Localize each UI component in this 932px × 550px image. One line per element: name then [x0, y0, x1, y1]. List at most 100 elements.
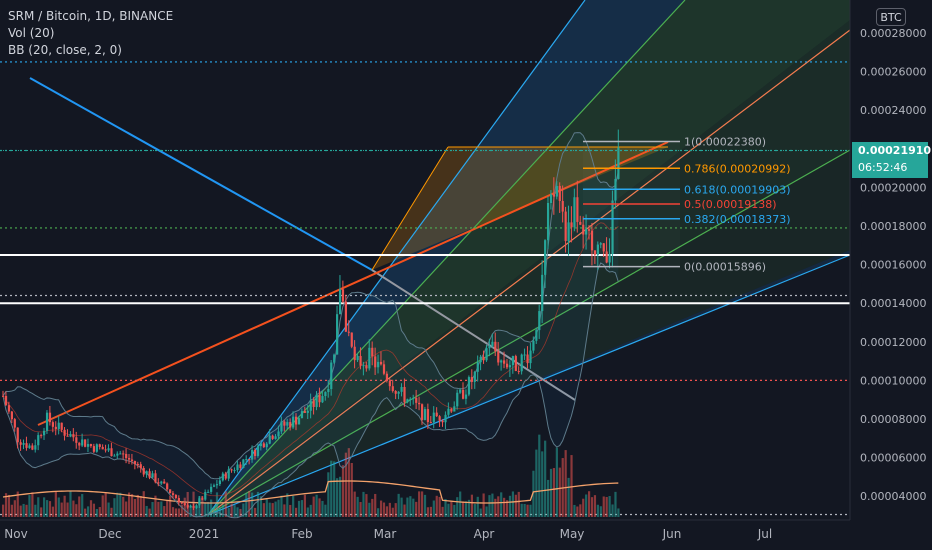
volume-bar [300, 500, 304, 517]
price-tick-label: 0.00010000 [860, 374, 926, 387]
candle-body [336, 314, 339, 355]
volume-bar [464, 501, 468, 517]
volume-bar [133, 499, 137, 517]
volume-bar [13, 500, 16, 517]
volume-bar [297, 500, 301, 517]
candle-body [51, 422, 55, 427]
candle-body [374, 356, 377, 368]
volume-bar [189, 505, 192, 517]
candle-body [186, 505, 189, 508]
candle-body [230, 469, 233, 471]
candle-body [210, 486, 213, 492]
candle-body [582, 224, 585, 235]
volume-bar [180, 504, 183, 517]
price-tick-label: 0.00012000 [860, 336, 926, 349]
candle-body [63, 429, 66, 436]
volume-bar [397, 493, 400, 517]
candle-body [500, 360, 503, 363]
volume-bar [312, 496, 315, 517]
candle-body [7, 405, 11, 412]
candle-body [544, 240, 547, 275]
volume-bar [2, 504, 5, 517]
currency-badge[interactable]: BTC [876, 8, 906, 26]
volume-bar [204, 502, 207, 517]
volume-bar [508, 495, 512, 517]
price-tick-label: 0.00028000 [860, 27, 926, 40]
volume-indicator-label[interactable]: Vol (20) [8, 26, 55, 40]
candle-body [84, 439, 87, 447]
candle-body [324, 392, 327, 397]
volume-bar [473, 504, 476, 517]
candle-body [48, 412, 52, 423]
candle-body [183, 503, 186, 506]
candle-body [309, 400, 312, 411]
candle-body [207, 491, 210, 493]
volume-bar [429, 506, 432, 517]
fib-label: 0.382(0.00018373) [684, 213, 791, 226]
candle-body [98, 444, 101, 447]
candle-body [505, 363, 509, 368]
candle-body [441, 420, 444, 423]
symbol-title[interactable]: SRM / Bitcoin, 1D, BINANCE [8, 9, 174, 23]
time-tick-label: Apr [474, 527, 495, 541]
volume-bar [212, 506, 216, 517]
fan-fill-green-2 [208, 20, 850, 515]
volume-bar [34, 504, 37, 517]
time-axis[interactable]: Nov Dec 2021 Feb Mar Apr May Jun Jul [0, 519, 850, 541]
candle-body [491, 341, 494, 347]
candle-body [60, 422, 63, 430]
candle-body [271, 435, 274, 439]
volume-bar [558, 467, 561, 517]
candle-body [423, 409, 427, 420]
candle-body [549, 194, 553, 203]
candle-body [526, 354, 529, 364]
volume-bar [48, 501, 52, 517]
candle-body [215, 484, 219, 486]
candle-body [233, 470, 236, 472]
fan-ray [207, 254, 851, 516]
volume-bar [435, 495, 438, 517]
volume-bar [119, 492, 122, 517]
candle-body [110, 448, 113, 457]
candle-body [72, 434, 75, 438]
fib-label: 0.5(0.00019138) [684, 198, 777, 211]
candle-body [338, 289, 342, 315]
volume-bar [295, 507, 298, 517]
candle-body [535, 330, 538, 341]
candle-body [133, 461, 137, 464]
volume-bar [491, 493, 494, 517]
volume-bar [277, 499, 280, 517]
candle-body [245, 459, 248, 461]
volume-bar [174, 508, 178, 517]
candle-body [523, 354, 526, 356]
volume-bar [546, 479, 550, 517]
volume-bar [344, 452, 348, 517]
candle-body [379, 361, 383, 365]
volume-bar [467, 499, 471, 517]
bollinger-indicator-label[interactable]: BB (20, close, 2, 0) [8, 43, 122, 57]
candle-body [377, 361, 380, 368]
candle-body [154, 473, 157, 483]
volume-bar [81, 494, 84, 517]
volume-bar [614, 491, 617, 517]
candle-body [19, 442, 22, 445]
candle-body [467, 377, 471, 395]
candle-body [327, 389, 330, 393]
drawing-tools-layer [29, 0, 851, 516]
volume-bar [470, 494, 473, 517]
candle-body [37, 435, 40, 446]
volume-bar [503, 497, 506, 517]
candle-body [409, 398, 412, 400]
price-axis[interactable]: 0.000280000.000260000.000240000.00022000… [849, 0, 932, 550]
volume-bar [271, 503, 274, 517]
volume-bar [169, 495, 172, 517]
volume-bar [605, 496, 608, 517]
candle-body [145, 471, 148, 475]
candle-body [479, 356, 482, 363]
volume-bar [245, 493, 248, 517]
volume-bar [450, 501, 453, 517]
candle-body [359, 355, 362, 366]
candle-body [283, 421, 286, 426]
candle-body [602, 243, 605, 252]
